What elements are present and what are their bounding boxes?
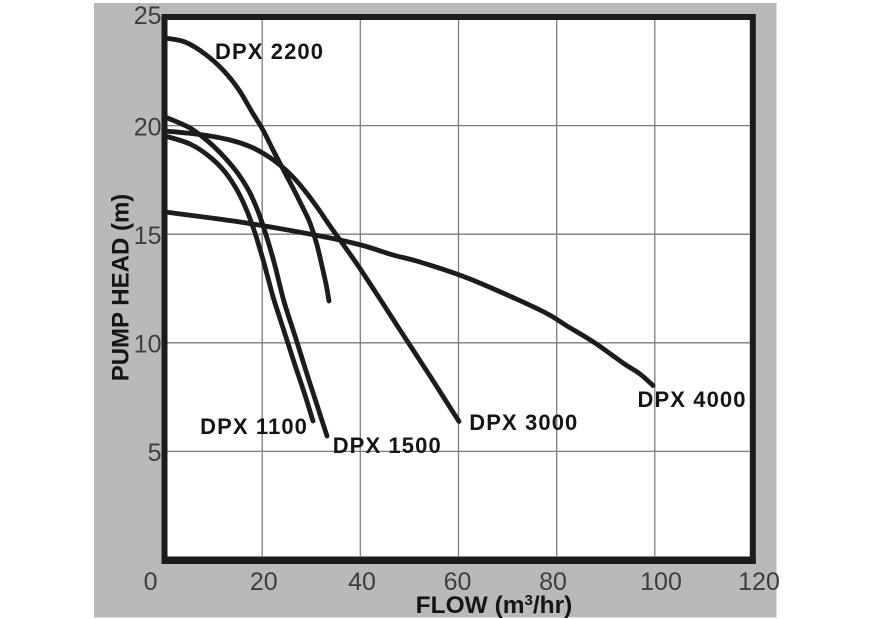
svg-text:60: 60 [444,568,472,596]
svg-text:80: 80 [539,568,567,596]
svg-text:100: 100 [640,568,682,596]
svg-text:40: 40 [348,568,376,596]
svg-text:15: 15 [134,222,162,250]
svg-text:DPX 2200: DPX 2200 [215,39,324,64]
svg-text:DPX 4000: DPX 4000 [638,387,747,412]
svg-text:120: 120 [738,568,780,596]
svg-text:FLOW (m3/hr): FLOW (m3/hr) [416,592,573,619]
svg-text:10: 10 [134,331,162,359]
svg-text:DPX 3000: DPX 3000 [469,410,578,435]
svg-text:20: 20 [250,568,278,596]
svg-text:DPX 1100: DPX 1100 [200,414,308,439]
svg-text:DPX 1500: DPX 1500 [333,433,442,458]
svg-text:5: 5 [148,439,162,467]
svg-text:PUMP HEAD (m): PUMP HEAD (m) [107,194,134,382]
svg-text:0: 0 [144,568,158,596]
svg-text:25: 25 [134,2,162,30]
svg-text:20: 20 [134,113,162,141]
